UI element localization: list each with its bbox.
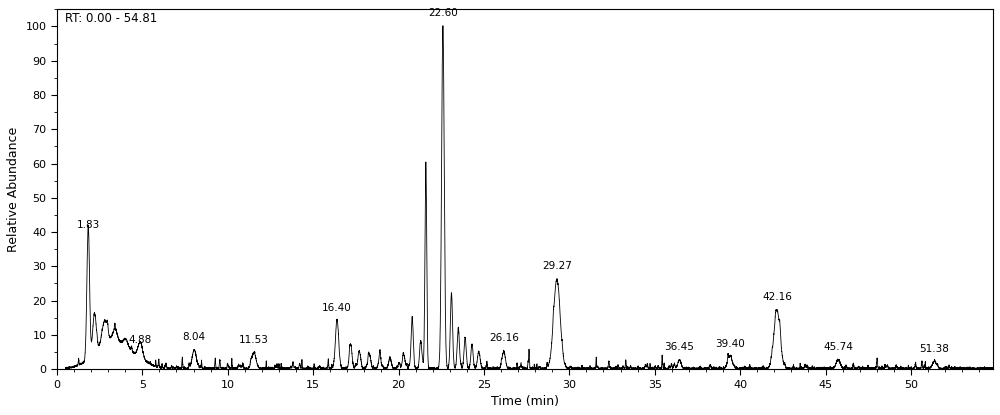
Text: RT: 0.00 - 54.81: RT: 0.00 - 54.81 — [65, 12, 157, 25]
Text: 4.88: 4.88 — [129, 335, 152, 345]
Text: 26.16: 26.16 — [489, 333, 519, 343]
Text: 39.40: 39.40 — [715, 339, 745, 349]
Y-axis label: Relative Abundance: Relative Abundance — [7, 127, 20, 252]
Text: 51.38: 51.38 — [920, 344, 949, 354]
Text: 45.74: 45.74 — [823, 342, 853, 352]
Text: 11.53: 11.53 — [239, 335, 269, 345]
Text: 22.60: 22.60 — [428, 8, 458, 18]
X-axis label: Time (min): Time (min) — [491, 395, 559, 408]
Text: 36.45: 36.45 — [665, 342, 694, 352]
Text: 8.04: 8.04 — [183, 332, 206, 342]
Text: 16.40: 16.40 — [322, 303, 352, 312]
Text: 29.27: 29.27 — [542, 261, 572, 271]
Text: 42.16: 42.16 — [762, 292, 792, 302]
Text: 1.83: 1.83 — [77, 220, 100, 230]
